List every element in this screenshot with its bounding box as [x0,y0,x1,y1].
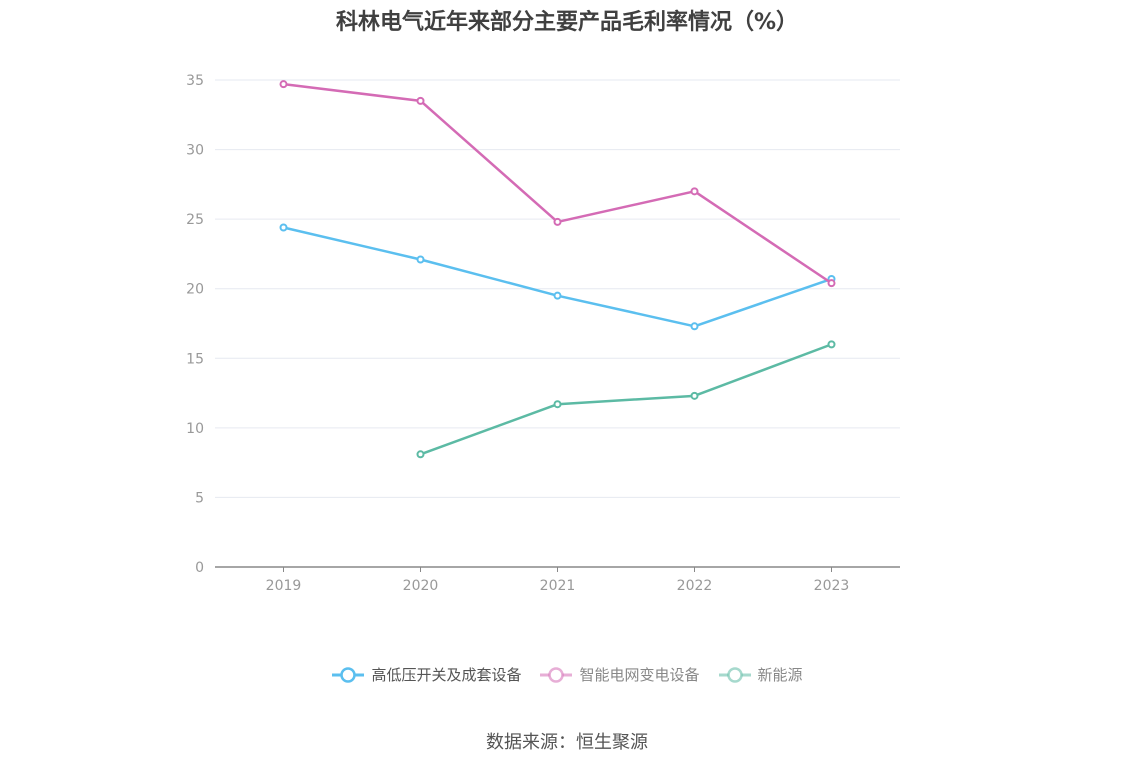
series-line [420,343,832,456]
data-point[interactable] [416,96,425,105]
legend-item[interactable]: 智能电网变电设备 [539,664,700,685]
x-tick-label: 2020 [403,578,439,594]
data-point[interactable] [279,223,288,232]
data-point[interactable] [690,391,699,400]
data-point[interactable] [553,217,562,226]
y-tick-label: 25 [186,212,204,228]
x-tick-label: 2019 [266,578,302,594]
legend-label: 新能源 [757,666,803,684]
axes: 0 5 10 15 20 25 30 35 2019 2020 2021 2022 2023 [186,73,900,594]
legend-item[interactable]: 高低压开关及成套设备 [331,664,521,685]
series-0 [279,223,836,331]
legend-marker-icon [540,666,573,683]
data-point[interactable] [416,450,425,459]
grid-lines [215,79,900,498]
series-2 [416,340,836,459]
series-line [283,226,832,328]
legend-marker-icon [332,666,365,683]
y-tick-label: 5 [195,490,204,506]
data-point[interactable] [553,400,562,409]
y-tick-label: 10 [186,421,204,437]
data-point[interactable] [416,255,425,264]
y-tick-label: 0 [195,560,204,576]
x-tick-label: 2021 [540,578,576,594]
data-point[interactable] [690,322,699,331]
y-tick-label: 35 [186,73,204,89]
x-tick-label: 2023 [814,578,850,594]
y-tick-label: 20 [186,282,204,298]
chart-title: 科林电气近年来部分主要产品毛利率情况（%） [335,10,799,35]
y-tick-label: 30 [186,143,204,159]
series-1 [279,80,836,288]
data-point[interactable] [827,340,836,349]
data-point[interactable] [279,80,288,89]
x-tick-label: 2022 [677,578,713,594]
series-line [283,82,833,285]
legend-label: 高低压开关及成套设备 [371,666,522,684]
legend-item[interactable]: 新能源 [718,664,803,685]
legend: 高低压开关及成套设备 智能电网变电设备 新能源 [0,664,1134,685]
data-point[interactable] [827,279,836,288]
source-note: 数据来源：恒生聚源 [486,732,648,753]
legend-marker-icon [718,666,751,683]
line-chart: 0 5 10 15 20 25 30 35 2019 2020 2021 2022 2023 [186,73,900,594]
data-point[interactable] [690,187,699,196]
series-lines [279,80,836,459]
legend-label: 智能电网变电设备 [579,666,700,684]
y-tick-label: 15 [186,351,204,367]
data-point[interactable] [553,291,562,300]
